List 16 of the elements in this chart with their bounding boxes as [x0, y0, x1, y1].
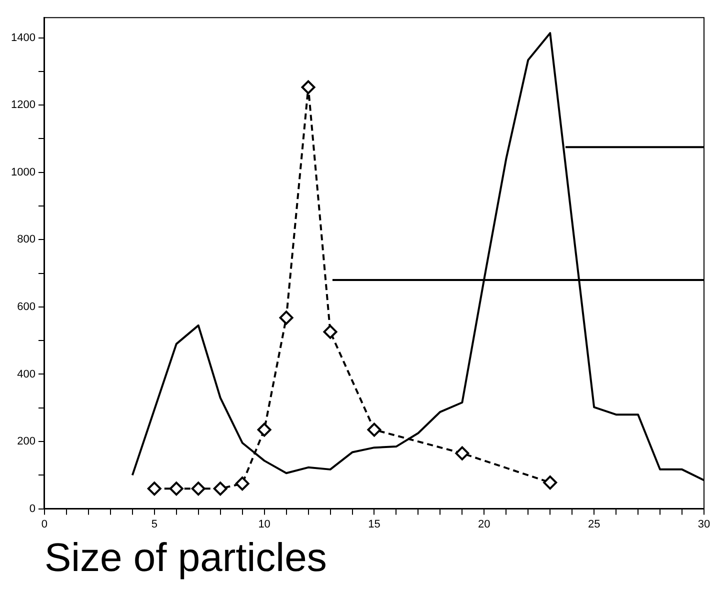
y-tick-label: 1200 [10, 99, 36, 112]
x-tick-label: 5 [151, 518, 158, 530]
y-tick-label: 1000 [10, 166, 36, 178]
y-tick-label: 400 [17, 368, 36, 380]
y-tick-label: 800 [17, 234, 36, 246]
y-tick-label: 0 [29, 502, 36, 515]
x-tick-label: 15 [368, 518, 380, 530]
x-tick-label: 20 [478, 518, 490, 530]
x-axis-title: Size of particles [44, 536, 327, 580]
x-tick-label: 10 [258, 518, 270, 530]
y-tick-label: 1400 [10, 32, 36, 44]
x-tick-label: 25 [588, 518, 600, 530]
x-tick-label: 0 [41, 518, 48, 530]
y-tick-label: 600 [17, 300, 36, 313]
y-tick-label: 200 [17, 436, 36, 448]
x-tick-label: 30 [698, 518, 710, 530]
